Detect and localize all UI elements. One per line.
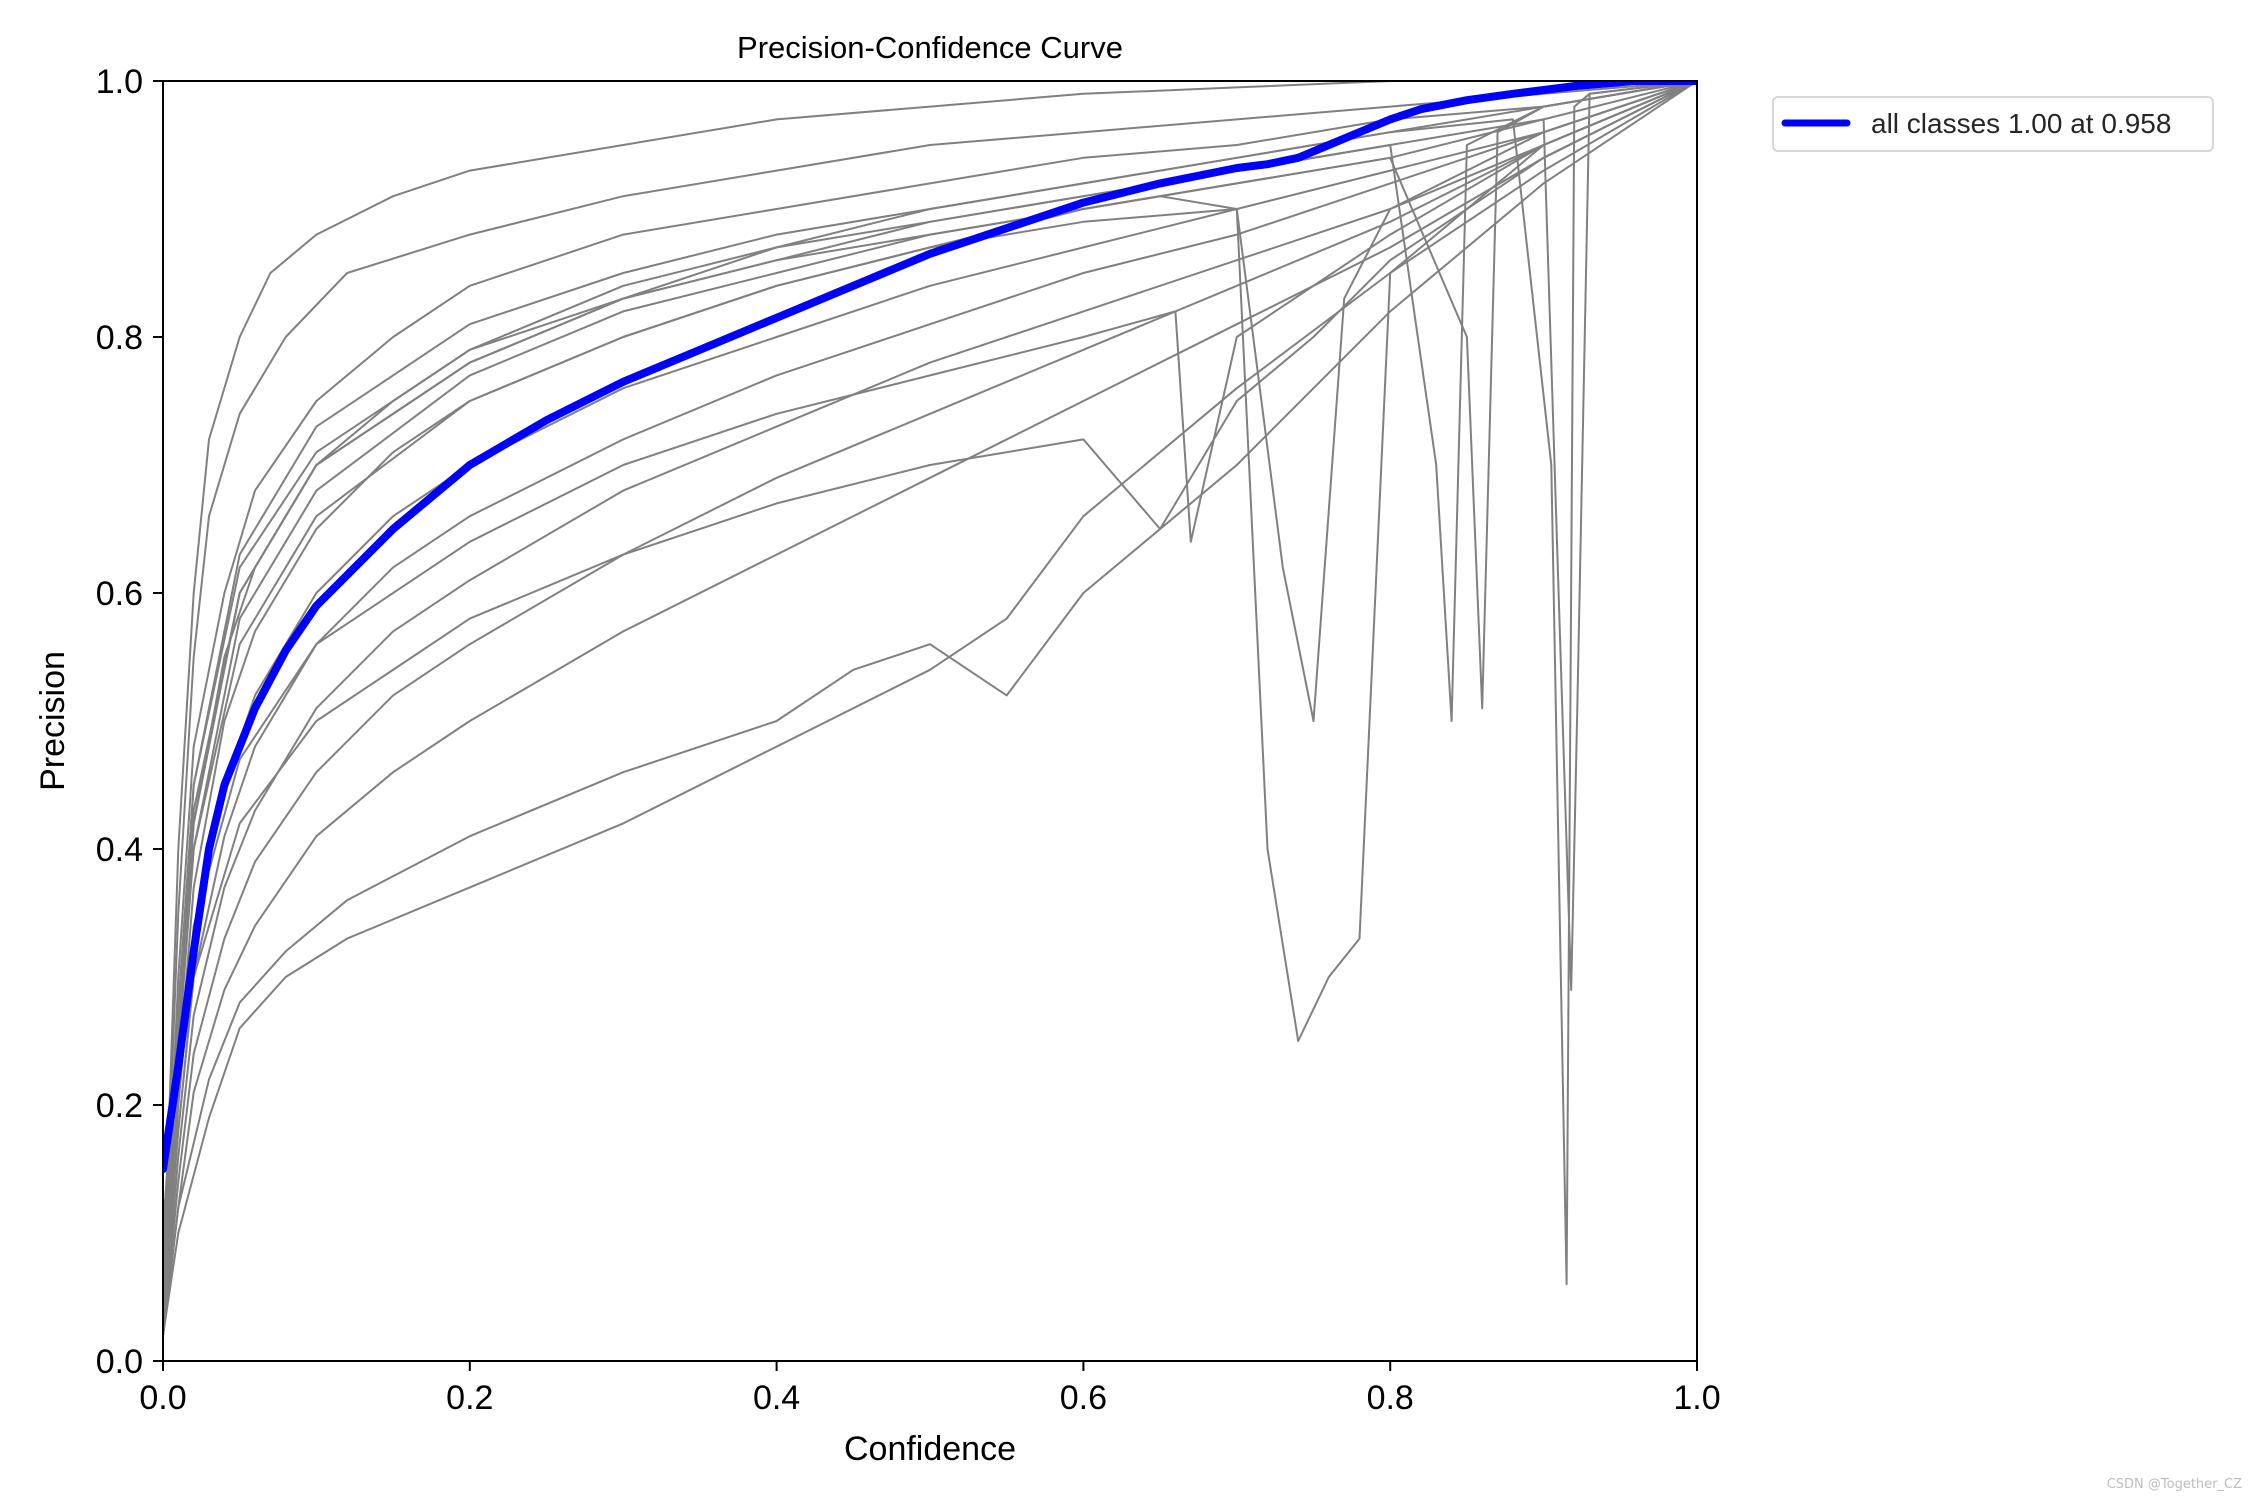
per-class-curves: [163, 81, 1697, 1336]
plot-frame: [162, 80, 1698, 1362]
x-tick-label: 0.4: [753, 1379, 800, 1417]
all-classes-curve: [163, 81, 1697, 1173]
x-tick-label: 0.0: [139, 1379, 186, 1417]
watermark: CSDN @Together_CZ: [2107, 1477, 2242, 1492]
y-axis-label: Precision: [34, 651, 72, 791]
chart-title: Precision-Confidence Curve: [737, 30, 1123, 65]
y-tick-label: 0.8: [96, 319, 143, 357]
y-axis-ticks: 0.0 0.2 0.4 0.6 0.8 1.0: [96, 63, 163, 1381]
class-curve-19: [163, 81, 1697, 1285]
class-curve-16: [163, 81, 1697, 1259]
plot-area: [162, 80, 1698, 1362]
legend-box: [1772, 96, 2214, 152]
class-curve-8: [163, 81, 1697, 1336]
class-curve-7: [163, 81, 1697, 1323]
class-curve-14: [163, 81, 1697, 1234]
class-curve-11: [163, 81, 1697, 1336]
class-curve-18: [163, 81, 1697, 1234]
x-tick-label: 0.8: [1367, 1379, 1414, 1417]
y-tick-label: 0.4: [96, 831, 143, 869]
legend-label: all classes 1.00 at 0.958: [1871, 108, 2171, 139]
y-tick-label: 0.0: [96, 1343, 143, 1381]
class-curve-3: [163, 81, 1697, 1310]
x-tick-label: 1.0: [1673, 1379, 1720, 1417]
x-tick-label: 0.2: [446, 1379, 493, 1417]
class-curve-20: [163, 81, 1697, 1272]
class-curve-1: [163, 81, 1697, 1298]
y-tick-label: 0.2: [96, 1087, 143, 1125]
x-axis-label: Confidence: [844, 1430, 1016, 1468]
class-curve-2: [163, 81, 1697, 1298]
y-tick-label: 0.6: [96, 575, 143, 613]
legend: all classes 1.00 at 0.958: [1772, 96, 2214, 152]
class-curve-12: [163, 81, 1697, 1336]
x-axis-ticks: 0.0 0.2 0.4 0.6 0.8 1.0: [139, 1361, 1721, 1417]
all-classes-curve-group: [163, 81, 1697, 1173]
class-curve-17: [163, 81, 1697, 1286]
y-tick-label: 1.0: [96, 63, 143, 101]
x-tick-label: 0.6: [1060, 1379, 1107, 1417]
class-curve-9: [163, 81, 1697, 1336]
